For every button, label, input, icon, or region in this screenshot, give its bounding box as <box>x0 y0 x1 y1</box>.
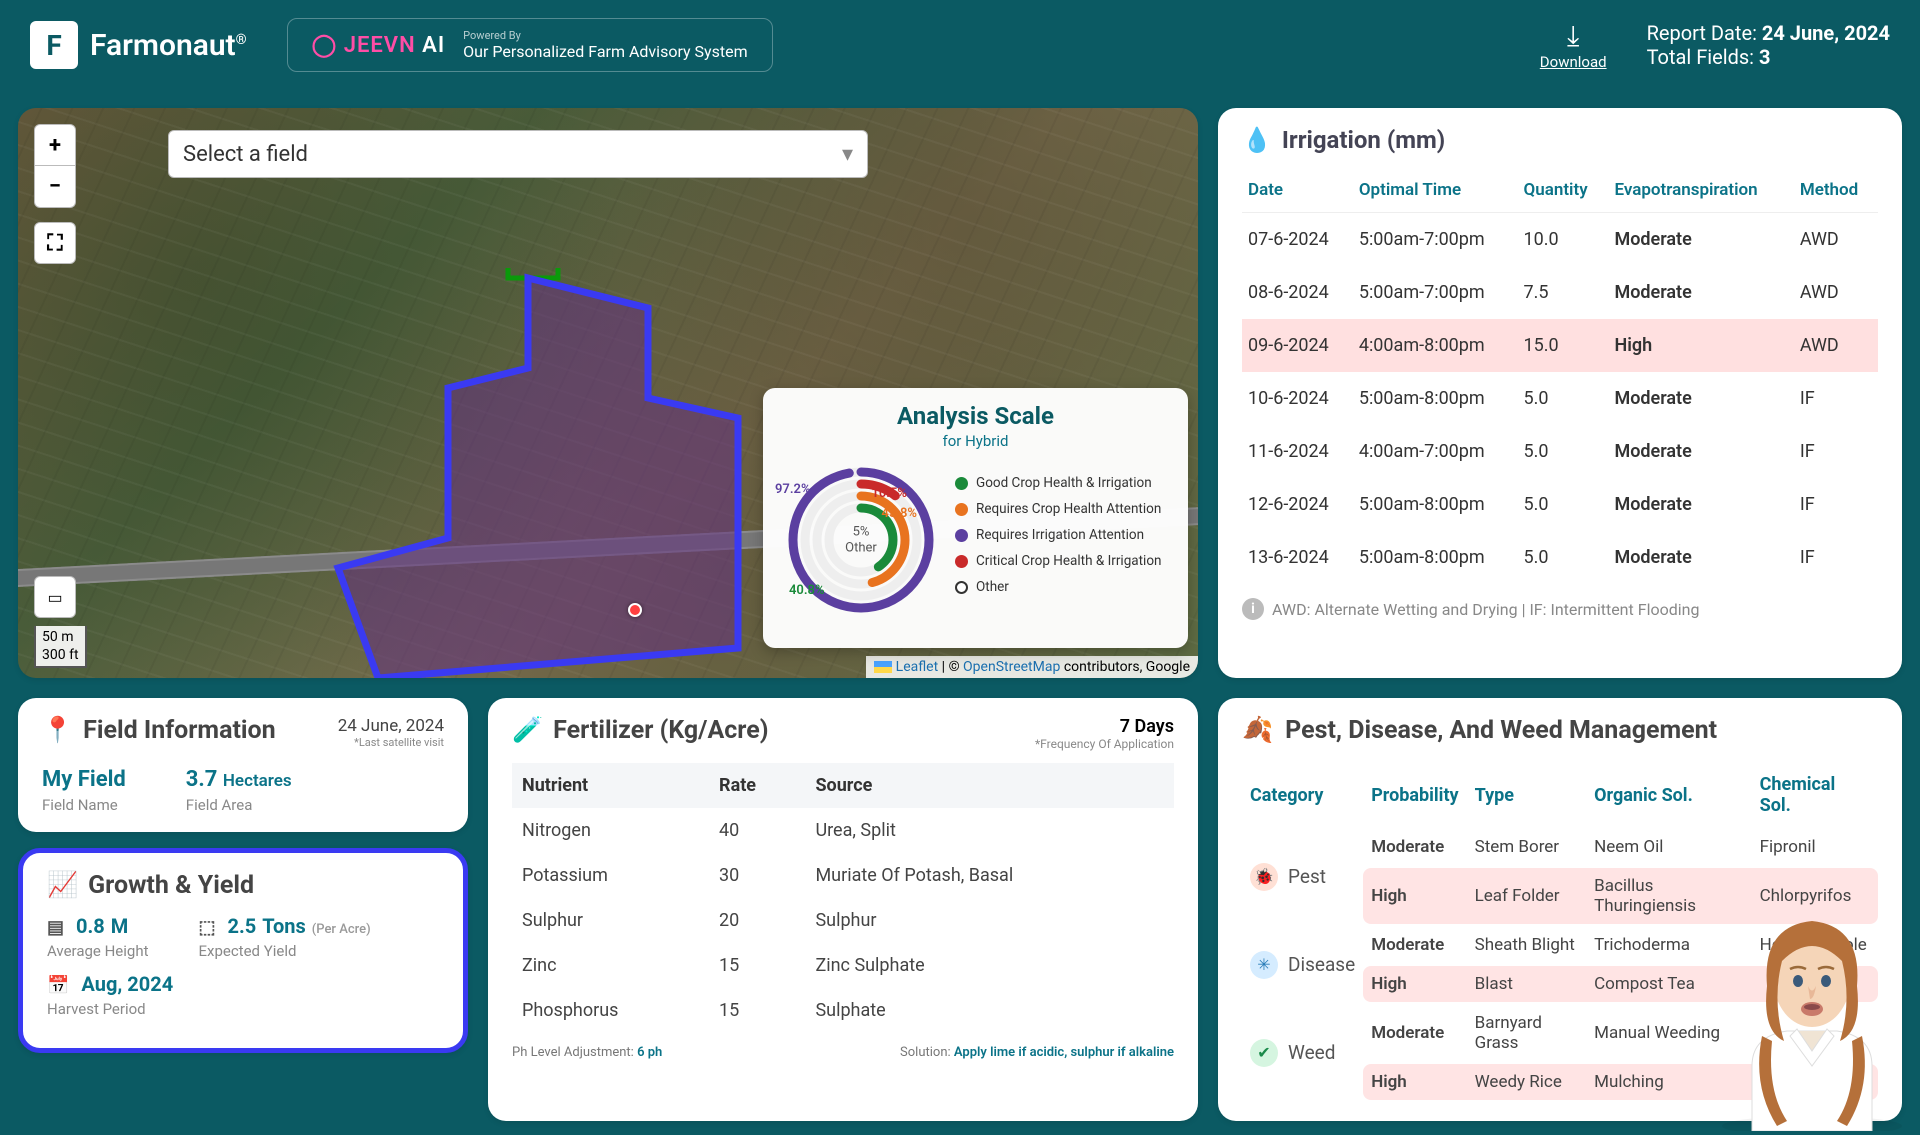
growth-icon: 📈 <box>47 871 78 900</box>
powered-by-label: Powered By <box>463 29 747 42</box>
jeevn-badge: ◯ JEEVN AI Powered By Our Personalized F… <box>287 18 773 72</box>
ph-adjustment: Ph Level Adjustment: 6 ph <box>512 1045 662 1060</box>
flag-icon <box>874 661 892 673</box>
fertilizer-frequency: 7 Days*Frequency Of Application <box>1035 716 1174 751</box>
legend-item: Critical Crop Health & Irrigation <box>955 553 1170 569</box>
zoom-in-button[interactable]: + <box>34 124 76 166</box>
brand-name: Farmonaut® <box>90 28 247 63</box>
table-row: Phosphorus15Sulphate <box>512 988 1174 1033</box>
analysis-scale-card: Analysis Scale for Hybrid 5%Other 97.2% … <box>763 388 1188 648</box>
analysis-donut-chart: 5%Other 97.2% 10.5% 45.8% 40.8% <box>781 460 941 620</box>
irrigation-title: Irrigation (mm) <box>1282 126 1445 154</box>
download-button[interactable]: ⤓ Download <box>1540 19 1607 71</box>
irrigation-note: iAWD: Alternate Wetting and Drying | IF:… <box>1242 598 1878 620</box>
powered-by-sub: Our Personalized Farm Advisory System <box>463 42 747 61</box>
field-area-value: 3.7 Hectares <box>186 767 292 792</box>
expected-yield-value: ⬚2.5 Tons (Per Acre) <box>198 914 370 938</box>
map-panel[interactable]: + − ⛶ ▭ Select a field ▾ 50 m300 ft Leaf… <box>18 108 1198 678</box>
table-row: Potassium30Muriate Of Potash, Basal <box>512 853 1174 898</box>
report-meta: Report Date: 24 June, 2024 Total Fields:… <box>1647 21 1890 69</box>
assistant-avatar <box>1712 891 1912 1131</box>
table-header: Evapotranspiration <box>1608 168 1793 213</box>
field-name-label: Field Name <box>42 796 126 814</box>
fertilizer-table: NutrientRateSource Nitrogen40Urea, Split… <box>512 763 1174 1033</box>
field-select-placeholder: Select a field <box>183 142 308 167</box>
flask-icon: 🧪 <box>512 716 543 745</box>
table-header: Quantity <box>1518 168 1609 213</box>
fertilizer-panel: 🧪 Fertilizer (Kg/Acre) 7 Days*Frequency O… <box>488 698 1198 1121</box>
table-header: Category <box>1242 764 1363 826</box>
table-header: Type <box>1467 764 1587 826</box>
field-info-panel: 📍 Field Information 24 June, 2024*Last sa… <box>18 698 468 832</box>
map-scale: 50 m300 ft <box>34 626 87 668</box>
leaflet-link[interactable]: Leaflet <box>896 659 939 675</box>
pest-title: Pest, Disease, And Weed Management <box>1285 716 1717 745</box>
field-name-value: My Field <box>42 767 126 792</box>
pest-management-panel: 🍂 Pest, Disease, And Weed Management Cate… <box>1218 698 1902 1121</box>
table-row: 11-6-20244:00am-7:00pm5.0ModerateIF <box>1242 425 1878 478</box>
water-icon: 💧 <box>1242 126 1272 154</box>
table-header: Method <box>1794 168 1878 213</box>
table-header: Source <box>805 763 1174 808</box>
table-header: Optimal Time <box>1353 168 1518 213</box>
harvest-period-label: Harvest Period <box>47 1000 173 1018</box>
fullscreen-button[interactable]: ⛶ <box>34 222 76 264</box>
table-header: Organic Sol. <box>1586 764 1752 826</box>
legend-item: Requires Irrigation Attention <box>955 527 1170 543</box>
chevron-down-icon: ▾ <box>842 142 853 167</box>
zoom-out-button[interactable]: − <box>34 166 76 208</box>
analysis-title: Analysis Scale <box>781 402 1170 430</box>
field-select-dropdown[interactable]: Select a field ▾ <box>168 130 868 178</box>
category-icon: 🐞 <box>1250 863 1278 891</box>
irrigation-table: DateOptimal TimeQuantityEvapotranspirati… <box>1242 168 1878 584</box>
map-attribution: Leaflet | © OpenStreetMap contributors, … <box>866 656 1198 678</box>
table-header: Date <box>1242 168 1353 213</box>
table-row: 12-6-20245:00am-8:00pm5.0ModerateIF <box>1242 478 1878 531</box>
field-info-date: 24 June, 2024*Last satellite visit <box>338 716 444 749</box>
analysis-legend: Good Crop Health & Irrigation Requires Cr… <box>955 475 1170 605</box>
table-row: Sulphur20Sulphur <box>512 898 1174 943</box>
fertilizer-title: Fertilizer (Kg/Acre) <box>553 716 768 745</box>
table-header: Rate <box>709 763 805 808</box>
table-row: 13-6-20245:00am-8:00pm5.0ModerateIF <box>1242 531 1878 584</box>
table-row: Zinc15Zinc Sulphate <box>512 943 1174 988</box>
field-polygon <box>298 268 798 678</box>
table-row: 10-6-20245:00am-8:00pm5.0ModerateIF <box>1242 372 1878 425</box>
growth-title: Growth & Yield <box>88 871 254 900</box>
table-row: 09-6-20244:00am-8:00pm15.0HighAWD <box>1242 319 1878 372</box>
location-icon: 📍 <box>42 716 73 745</box>
brand-logo: F Farmonaut® <box>30 21 247 69</box>
analysis-subtitle: for Hybrid <box>781 432 1170 450</box>
category-icon: ✳ <box>1250 951 1278 979</box>
harvest-period-value: 📅Aug, 2024 <box>47 972 173 996</box>
legend-item: Good Crop Health & Irrigation <box>955 475 1170 491</box>
field-info-title: Field Information <box>83 716 276 745</box>
brand-icon: F <box>30 21 78 69</box>
avg-height-label: Average Height <box>47 942 148 960</box>
ph-solution: Solution: Apply lime if acidic, sulphur … <box>900 1045 1174 1060</box>
leaf-icon: 🍂 <box>1242 716 1273 745</box>
irrigation-panel: 💧 Irrigation (mm) DateOptimal TimeQuantit… <box>1218 108 1902 678</box>
field-area-label: Field Area <box>186 796 292 814</box>
jeevn-logo: ◯ JEEVN AI <box>312 33 446 58</box>
growth-yield-panel: 📈 Growth & Yield ▤0.8 M Average Height ⬚2… <box>18 848 468 1053</box>
measure-tool-button[interactable]: ▭ <box>34 576 76 618</box>
table-row: Nitrogen40Urea, Split <box>512 808 1174 853</box>
table-row: 07-6-20245:00am-7:00pm10.0ModerateAWD <box>1242 213 1878 267</box>
table-row: 08-6-20245:00am-7:00pm7.5ModerateAWD <box>1242 266 1878 319</box>
download-label: Download <box>1540 53 1607 71</box>
table-header: Probability <box>1363 764 1466 826</box>
download-icon: ⤓ <box>1567 19 1579 53</box>
table-header: Nutrient <box>512 763 709 808</box>
osm-link[interactable]: OpenStreetMap <box>963 659 1060 675</box>
field-center-marker <box>628 603 642 617</box>
legend-item: Other <box>955 579 1170 595</box>
legend-item: Requires Crop Health Attention <box>955 501 1170 517</box>
category-icon: ✔ <box>1250 1039 1278 1067</box>
info-icon: i <box>1242 598 1264 620</box>
avg-height-value: ▤0.8 M <box>47 914 148 938</box>
expected-yield-label: Expected Yield <box>198 942 370 960</box>
table-header: Chemical Sol. <box>1752 764 1878 826</box>
table-row: 🐞PestModerateStem BorerNeem OilFipronil <box>1242 829 1878 865</box>
